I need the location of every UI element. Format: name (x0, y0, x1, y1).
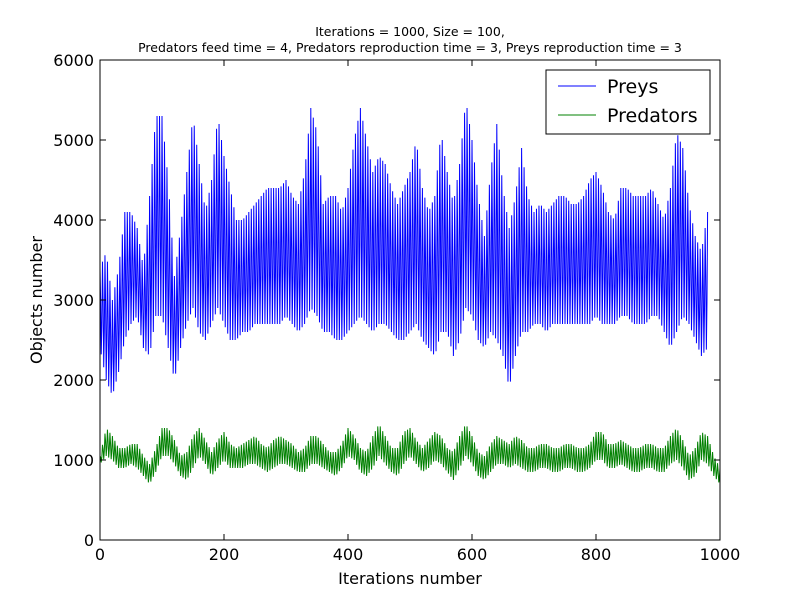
x-axis: 0 200 400 600 800 1000 (95, 60, 740, 564)
x-tick-label: 400 (333, 545, 364, 564)
y-tick-label: 4000 (53, 211, 94, 230)
y-tick-label: 5000 (53, 131, 94, 150)
x-tick-label: 600 (457, 545, 488, 564)
series-line-predators (100, 426, 720, 483)
x-axis-label: Iterations number (338, 569, 482, 588)
x-tick-label: 800 (581, 545, 612, 564)
x-tick-label: 0 (95, 545, 105, 564)
y-axis: 0 1000 2000 3000 4000 5000 6000 (53, 51, 720, 550)
x-tick-label: 200 (209, 545, 240, 564)
x-tick-label: 1000 (700, 545, 741, 564)
chart-title-line-1: Iterations = 1000, Size = 100, (315, 24, 505, 39)
y-tick-label: 1000 (53, 451, 94, 470)
y-tick-label: 3000 (53, 291, 94, 310)
y-tick-label: 0 (84, 531, 94, 550)
legend: Preys Predators (545, 69, 711, 135)
y-tick-label: 2000 (53, 371, 94, 390)
series-line-preys (100, 107, 709, 393)
legend-label-predators: Predators (607, 105, 698, 127)
plot-series-group (100, 107, 720, 483)
y-axis-label: Objects number (27, 236, 46, 364)
chart-title-line-2: Predators feed time = 4, Predators repro… (138, 40, 682, 55)
legend-label-preys: Preys (607, 76, 658, 98)
y-tick-label: 6000 (53, 51, 94, 70)
legend-box (545, 69, 711, 135)
